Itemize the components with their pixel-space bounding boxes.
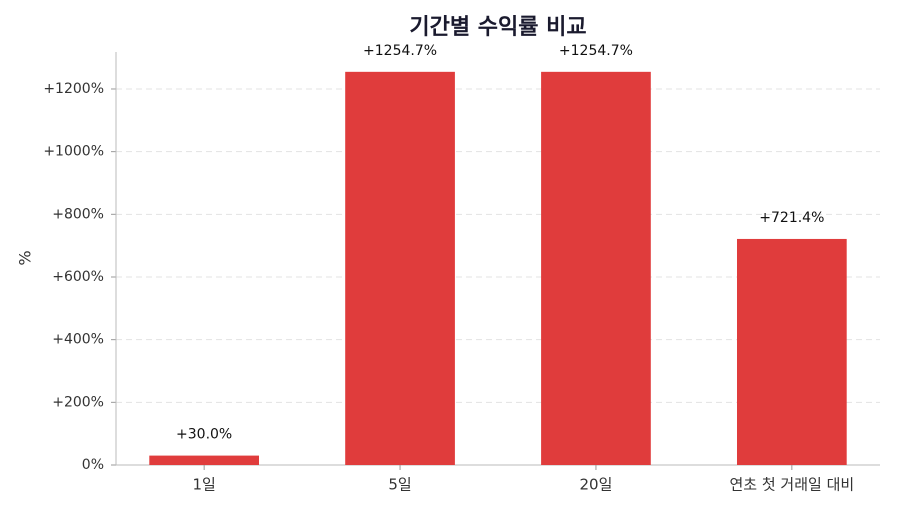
x-tick-label: 연초 첫 거래일 대비: [729, 476, 854, 494]
value-label: +30.0%: [176, 427, 232, 443]
value-label: +721.4%: [759, 210, 824, 226]
value-label: +1254.7%: [559, 43, 633, 59]
y-tick-label: +600%: [52, 269, 104, 285]
y-tick-label: 0%: [82, 457, 104, 473]
y-tick-label: +1200%: [43, 81, 104, 97]
bar: [149, 455, 260, 465]
chart-title: 기간별 수익률 비교: [409, 15, 586, 40]
value-label: +1254.7%: [363, 43, 437, 59]
y-axis-label: %: [16, 250, 35, 265]
x-tick-label: 1일: [192, 476, 215, 494]
y-tick-label: +1000%: [43, 144, 104, 160]
y-tick-label: +800%: [52, 206, 104, 222]
x-tick-label: 5일: [388, 476, 411, 494]
bar: [345, 71, 455, 466]
bar: [541, 71, 651, 466]
y-tick-label: +400%: [52, 332, 104, 348]
bar: [736, 238, 847, 465]
y-tick-label: +200%: [52, 394, 104, 410]
x-tick-label: 20일: [580, 476, 613, 494]
